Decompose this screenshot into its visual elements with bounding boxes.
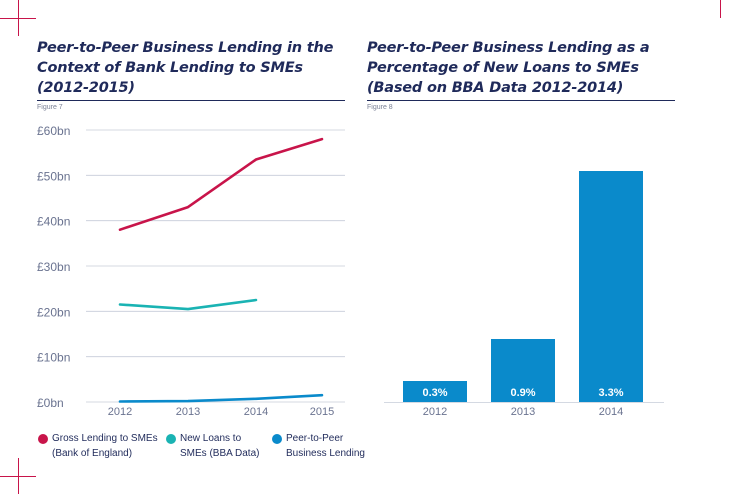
right-title-line-2: Percentage of New Loans to SMEs [367, 60, 639, 76]
legend-p2p-line-2: Business Lending [286, 448, 365, 459]
series-line [118, 298, 258, 311]
x-tick-label: 2013 [176, 406, 200, 418]
y-tick-label: £10bn [37, 351, 70, 365]
left-figure-label: Figure 7 [37, 104, 63, 111]
bar [579, 171, 643, 402]
y-tick-label: £60bn [37, 124, 70, 138]
x-tick-label: 2014 [599, 406, 623, 418]
legend-swatch-new-loans [166, 434, 176, 444]
x-tick-label: 2015 [310, 406, 334, 418]
crop-mark-bottom-left-vertical [18, 458, 19, 494]
bar [491, 339, 555, 402]
right-figure-label: Figure 8 [367, 104, 393, 111]
y-tick-label: £30bn [37, 260, 70, 274]
x-tick-label: 2013 [511, 406, 535, 418]
legend-item-p2p: Peer-to-Peer Business Lending [272, 431, 365, 461]
left-title-line-3: (2012-2015) [37, 80, 135, 96]
left-title-line-2: Context of Bank Lending to SMEs [37, 60, 303, 76]
legend-swatch-p2p [272, 434, 282, 444]
crop-mark-top-right-vertical [720, 0, 721, 18]
right-title-rule [367, 100, 675, 101]
y-tick-label: £20bn [37, 305, 70, 319]
legend-new-loans-line-2: SMEs (BBA Data) [180, 448, 260, 459]
x-tick-label: 2014 [244, 406, 268, 418]
crop-mark-top-left-vertical [18, 0, 19, 36]
legend-swatch-gross-lending [38, 434, 48, 444]
legend-item-gross-lending: Gross Lending to SMEs (Bank of England) [38, 431, 158, 461]
legend-item-new-loans: New Loans to SMEs (BBA Data) [166, 431, 259, 461]
right-title-line-1: Peer-to-Peer Business Lending as a [367, 40, 650, 56]
left-chart-title: Peer-to-Peer Business Lending in the Con… [37, 38, 333, 98]
legend-gross-line-1: Gross Lending to SMEs [52, 433, 158, 444]
bar-data-label: 0.3% [422, 387, 447, 399]
y-tick-label: £40bn [37, 215, 70, 229]
y-tick-label: £0bn [37, 396, 64, 410]
left-title-rule [37, 100, 345, 101]
series-line [118, 137, 324, 231]
x-tick-label: 2012 [108, 406, 132, 418]
series-line [118, 393, 324, 403]
legend-new-loans-line-1: New Loans to [180, 433, 242, 444]
left-title-line-1: Peer-to-Peer Business Lending in the [37, 40, 334, 56]
bar-data-label: 3.3% [598, 387, 623, 399]
legend-p2p-line-1: Peer-to-Peer [286, 433, 344, 444]
y-tick-label: £50bn [37, 169, 70, 183]
bar-data-label: 0.9% [510, 387, 535, 399]
x-tick-label: 2012 [423, 406, 447, 418]
right-chart-title: Peer-to-Peer Business Lending as a Perce… [367, 38, 650, 98]
bar [403, 381, 467, 402]
right-title-line-3: (Based on BBA Data 2012-2014) [367, 80, 624, 96]
legend-gross-line-2: (Bank of England) [52, 448, 133, 459]
